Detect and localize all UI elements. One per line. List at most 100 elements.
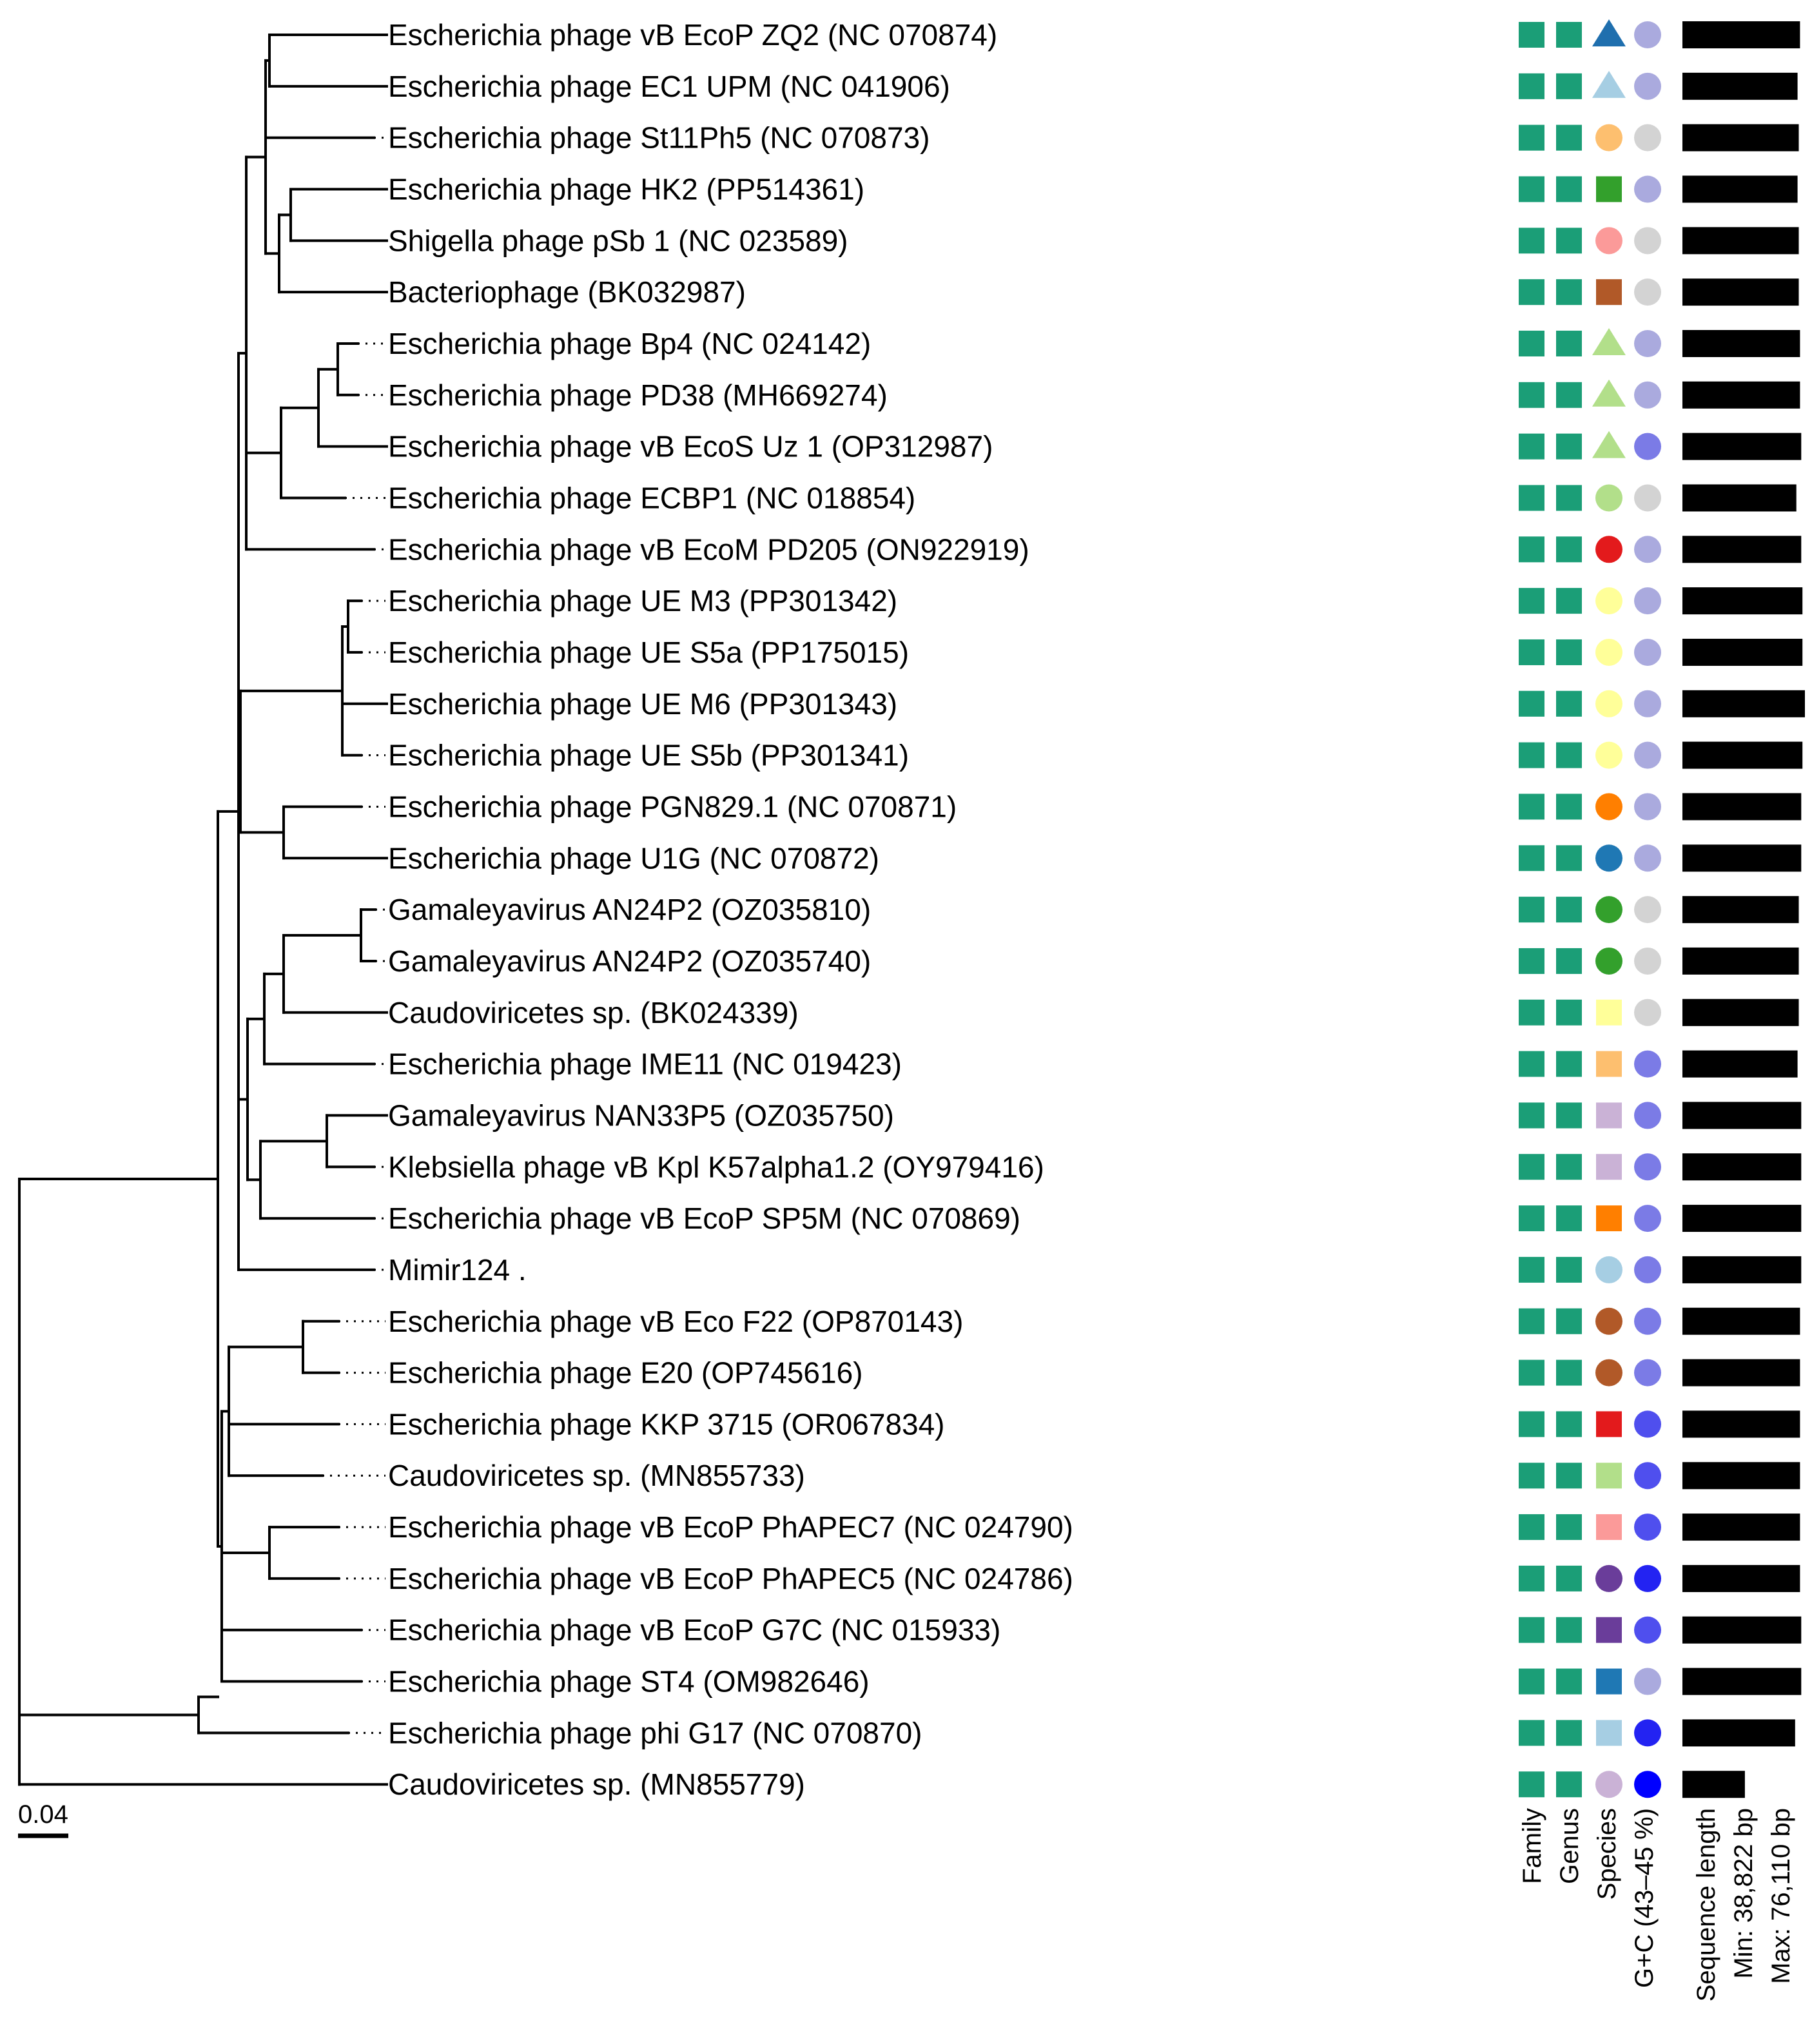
genus-marker: [1556, 382, 1582, 408]
family-marker: [1519, 1463, 1544, 1489]
scale-bar: 0.04: [18, 1800, 68, 1838]
gc-marker: [1634, 1050, 1661, 1078]
genus-marker: [1556, 742, 1582, 768]
species-column-label: Species: [1593, 1808, 1621, 1900]
genus-marker: [1556, 536, 1582, 563]
species-marker: [1596, 1463, 1622, 1489]
sequence-length-bar: [1682, 1668, 1802, 1695]
species-marker: [1592, 379, 1626, 407]
gc-marker: [1634, 484, 1661, 512]
gc-marker: [1634, 1153, 1661, 1181]
species-marker: [1595, 844, 1622, 872]
taxon-label: Caudoviricetes sp. (BK024339): [388, 996, 799, 1029]
species-marker: [1595, 124, 1622, 151]
family-marker: [1519, 1256, 1544, 1283]
sequence-length-bar: [1682, 998, 1799, 1026]
genus-marker: [1556, 1205, 1582, 1232]
species-marker: [1595, 947, 1622, 975]
sequence-length-bar: [1682, 175, 1798, 203]
genus-marker: [1556, 22, 1582, 48]
genus-column-label: Genus: [1555, 1808, 1584, 1884]
gc-marker: [1634, 844, 1661, 872]
sequence-length-bar: [1682, 1616, 1802, 1644]
gc-marker: [1634, 1514, 1661, 1541]
sequence-length-label: Sequence length: [1692, 1808, 1720, 2001]
taxon-label: Escherichia phage KKP 3715 (OR067834): [388, 1407, 945, 1441]
species-marker: [1596, 176, 1622, 202]
family-marker: [1519, 999, 1544, 1026]
sequence-length-bar: [1682, 947, 1799, 975]
gc-marker: [1634, 741, 1661, 769]
taxon-label: Escherichia phage E20 (OP745616): [388, 1356, 862, 1390]
sequence-length-max-label: Max: 76,110 bp: [1767, 1808, 1795, 1984]
taxon-label: Escherichia phage ECBP1 (NC 018854): [388, 481, 915, 514]
species-marker: [1596, 1411, 1622, 1437]
genus-marker: [1556, 1617, 1582, 1643]
taxon-label: Escherichia phage U1G (NC 070872): [388, 841, 879, 875]
gc-marker: [1634, 1564, 1661, 1592]
gc-marker: [1634, 638, 1661, 666]
species-marker: [1595, 690, 1622, 717]
genus-marker: [1556, 793, 1582, 820]
sequence-length-bar: [1682, 21, 1800, 48]
family-marker: [1519, 690, 1544, 717]
taxon-label: Escherichia phage UE S5a (PP175015): [388, 636, 909, 669]
genus-marker: [1556, 1463, 1582, 1489]
gc-marker: [1634, 1205, 1661, 1232]
family-marker: [1519, 536, 1544, 563]
taxon-label: Escherichia phage PGN829.1 (NC 070871): [388, 790, 957, 823]
sequence-length-bar: [1682, 72, 1798, 100]
gc-marker: [1634, 536, 1661, 563]
gc-column-label: G+C (43–45 %): [1630, 1808, 1659, 1988]
gc-marker: [1634, 1102, 1661, 1129]
taxon-label: Escherichia phage UE M3 (PP301342): [388, 584, 897, 618]
taxon-label: Mimir124 .: [388, 1253, 527, 1287]
species-marker: [1596, 1051, 1622, 1077]
family-marker: [1519, 588, 1544, 614]
gc-marker: [1634, 72, 1661, 100]
taxon-label: Escherichia phage vB EcoP PhAPEC7 (NC 02…: [388, 1510, 1073, 1544]
genus-marker: [1556, 330, 1582, 356]
genus-marker: [1556, 1565, 1582, 1591]
taxon-label: Escherichia phage UE M6 (PP301343): [388, 687, 897, 721]
genus-marker: [1556, 1051, 1582, 1077]
taxon-label: Escherichia phage St11Ph5 (NC 070873): [388, 121, 930, 155]
taxon-label: Gamaleyavirus NAN33P5 (OZ035750): [388, 1098, 894, 1132]
sequence-length-bar: [1682, 1771, 1745, 1798]
sequence-length-bar: [1682, 227, 1799, 255]
species-marker: [1596, 1668, 1622, 1695]
sequence-length-bar: [1682, 1050, 1798, 1078]
taxon-labels: Escherichia phage vB EcoP ZQ2 (NC 070874…: [388, 18, 1073, 1801]
family-marker: [1519, 279, 1544, 306]
species-marker: [1596, 1205, 1622, 1232]
family-marker: [1519, 1359, 1544, 1386]
sequence-length-bar: [1682, 433, 1802, 460]
gc-marker: [1634, 1616, 1661, 1644]
species-marker: [1595, 741, 1622, 769]
sequence-length-bar: [1682, 638, 1803, 666]
family-marker: [1519, 1102, 1544, 1129]
genus-marker: [1556, 1359, 1582, 1386]
sequence-length-bar: [1682, 1359, 1800, 1387]
species-marker: [1595, 536, 1622, 563]
sequence-length-bar: [1682, 278, 1799, 306]
gc-marker: [1634, 1771, 1661, 1798]
scale-bar-label: 0.04: [18, 1800, 68, 1829]
genus-marker: [1556, 176, 1582, 202]
family-marker: [1519, 1154, 1544, 1180]
genus-marker: [1556, 279, 1582, 306]
species-marker: [1595, 1307, 1622, 1335]
sequence-length-bar: [1682, 329, 1800, 357]
family-column-label: Family: [1518, 1808, 1546, 1884]
family-marker: [1519, 228, 1544, 254]
sequence-length-bar: [1682, 741, 1803, 769]
sequence-length-bar: [1682, 1307, 1800, 1335]
sequence-length-bar: [1682, 1462, 1800, 1490]
species-marker: [1592, 70, 1626, 98]
species-marker: [1595, 1256, 1622, 1283]
genus-marker: [1556, 999, 1582, 1026]
family-marker: [1519, 433, 1544, 460]
species-marker: [1592, 431, 1626, 458]
genus-marker: [1556, 1668, 1582, 1695]
family-marker: [1519, 124, 1544, 151]
